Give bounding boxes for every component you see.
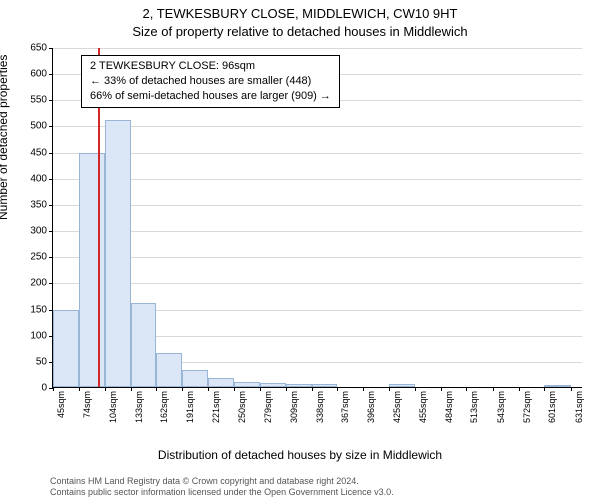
x-axis-label: Distribution of detached houses by size …	[0, 448, 600, 462]
x-tick-mark	[208, 387, 209, 391]
x-tick-mark	[156, 387, 157, 391]
y-tick-label: 450	[30, 147, 47, 158]
chart-container: 2, TEWKESBURY CLOSE, MIDDLEWICH, CW10 9H…	[0, 0, 600, 500]
y-tick-label: 250	[30, 252, 47, 263]
histogram-bar	[131, 303, 157, 387]
y-tick-label: 400	[30, 173, 47, 184]
x-tick-mark	[571, 387, 572, 391]
histogram-bar	[53, 310, 79, 387]
x-tick-mark	[312, 387, 313, 391]
histogram-bar	[208, 378, 234, 387]
y-tick-label: 500	[30, 121, 47, 132]
histogram-bar	[105, 120, 131, 387]
y-tick-label: 550	[30, 95, 47, 106]
x-tick-mark	[337, 387, 338, 391]
y-tick-label: 50	[36, 356, 47, 367]
x-tick-label: 338sqm	[315, 391, 325, 423]
y-tick-label: 200	[30, 278, 47, 289]
x-tick-mark	[544, 387, 545, 391]
x-tick-label: 133sqm	[134, 391, 144, 423]
x-tick-label: 45sqm	[56, 391, 66, 418]
chart-title-line2: Size of property relative to detached ho…	[0, 24, 600, 39]
x-tick-label: 162sqm	[159, 391, 169, 423]
y-tick-label: 350	[30, 199, 47, 210]
y-tick-label: 150	[30, 304, 47, 315]
x-tick-mark	[493, 387, 494, 391]
x-tick-mark	[466, 387, 467, 391]
x-tick-mark	[105, 387, 106, 391]
footer-attribution: Contains HM Land Registry data © Crown c…	[50, 476, 394, 498]
info-box: 2 TEWKESBURY CLOSE: 96sqm ← 33% of detac…	[81, 55, 340, 108]
x-tick-label: 74sqm	[82, 391, 92, 418]
x-tick-label: 396sqm	[366, 391, 376, 423]
histogram-bar	[544, 385, 571, 387]
info-box-line2: ← 33% of detached houses are smaller (44…	[90, 74, 331, 89]
histogram-bar	[312, 384, 338, 387]
x-tick-mark	[79, 387, 80, 391]
y-tick-label: 600	[30, 69, 47, 80]
histogram-bar	[156, 353, 182, 387]
x-tick-label: 601sqm	[547, 391, 557, 423]
histogram-bar	[234, 382, 260, 387]
x-tick-label: 572sqm	[522, 391, 532, 423]
info-box-line3: 66% of semi-detached houses are larger (…	[90, 89, 331, 104]
x-tick-label: 309sqm	[289, 391, 299, 423]
y-axis-label: Number of detached properties	[0, 55, 10, 220]
histogram-bar	[286, 384, 312, 387]
x-tick-mark	[131, 387, 132, 391]
x-tick-label: 455sqm	[418, 391, 428, 423]
footer-line2: Contains public sector information licen…	[50, 487, 394, 498]
x-tick-label: 250sqm	[237, 391, 247, 423]
x-tick-mark	[234, 387, 235, 391]
x-tick-label: 221sqm	[211, 391, 221, 423]
x-tick-mark	[519, 387, 520, 391]
footer-line1: Contains HM Land Registry data © Crown c…	[50, 476, 394, 487]
histogram-bar	[182, 370, 209, 387]
y-tick-label: 0	[41, 383, 47, 394]
x-tick-mark	[415, 387, 416, 391]
y-tick-label: 100	[30, 330, 47, 341]
x-tick-label: 631sqm	[574, 391, 584, 423]
x-tick-label: 425sqm	[392, 391, 402, 423]
plot-area: 2 TEWKESBURY CLOSE: 96sqm ← 33% of detac…	[52, 48, 582, 388]
x-tick-label: 104sqm	[108, 391, 118, 423]
histogram-bar	[389, 384, 416, 387]
x-tick-mark	[260, 387, 261, 391]
x-tick-label: 543sqm	[496, 391, 506, 423]
y-tick-label: 650	[30, 43, 47, 54]
x-tick-mark	[389, 387, 390, 391]
x-tick-mark	[286, 387, 287, 391]
x-tick-mark	[441, 387, 442, 391]
x-tick-mark	[363, 387, 364, 391]
info-box-line1: 2 TEWKESBURY CLOSE: 96sqm	[90, 59, 331, 74]
x-tick-label: 484sqm	[444, 391, 454, 423]
x-tick-label: 191sqm	[185, 391, 195, 423]
x-tick-label: 279sqm	[263, 391, 273, 423]
x-tick-mark	[182, 387, 183, 391]
x-tick-label: 367sqm	[340, 391, 350, 423]
chart-title-line1: 2, TEWKESBURY CLOSE, MIDDLEWICH, CW10 9H…	[0, 6, 600, 21]
y-tick-label: 300	[30, 226, 47, 237]
histogram-bar	[260, 383, 287, 387]
histogram-bar	[79, 153, 106, 387]
x-tick-label: 513sqm	[469, 391, 479, 423]
x-tick-mark	[53, 387, 54, 391]
